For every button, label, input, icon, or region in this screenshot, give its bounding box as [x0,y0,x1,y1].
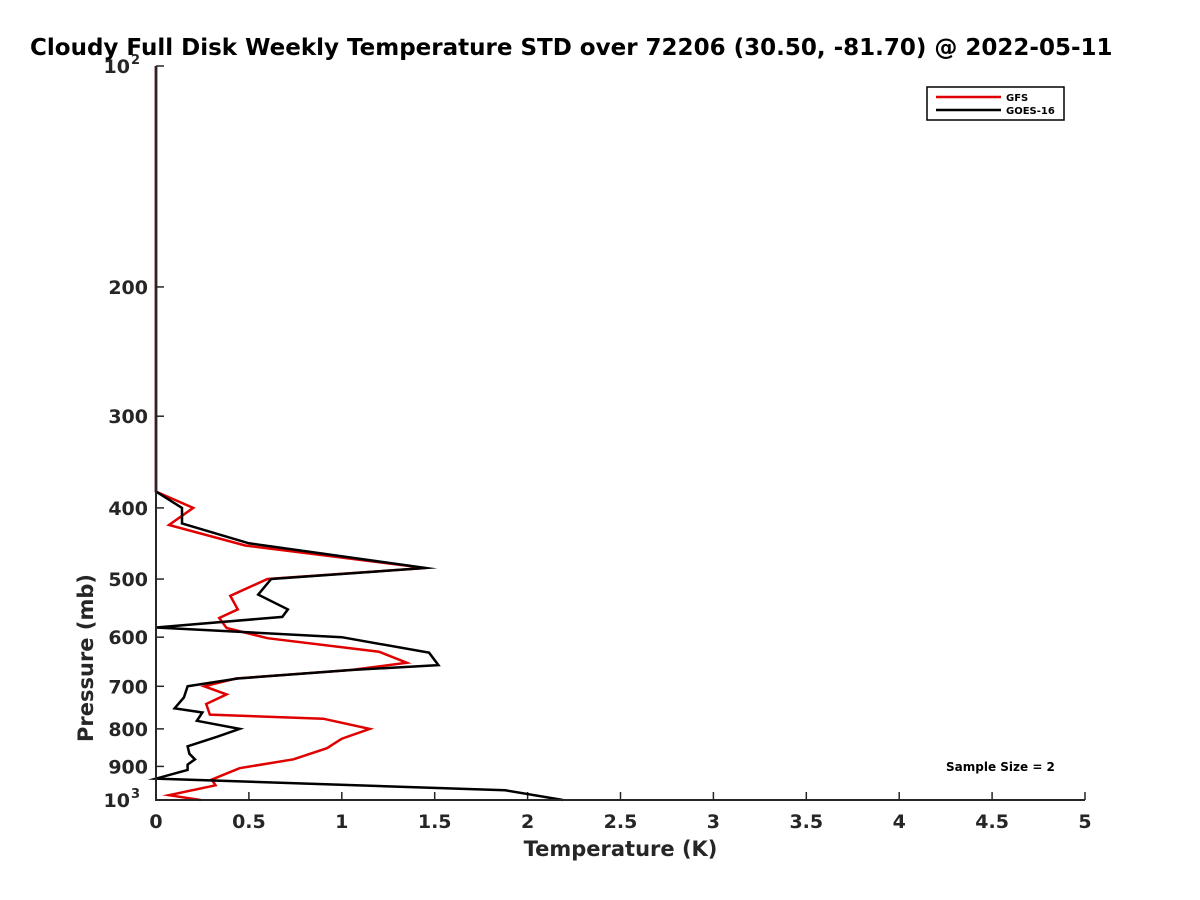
x-tick-label: 4 [893,811,906,833]
x-tick-label: 0 [149,811,162,833]
series-line-gfs [154,66,426,802]
y-tick-label-exponent: 2 [131,53,140,68]
y-tick-label: 500 [108,569,148,591]
x-tick-label: 1 [335,811,348,833]
x-tick-label: 3 [707,811,720,833]
y-tick-label: 900 [108,756,148,778]
sample-size-annotation: Sample Size = 2 [946,760,1055,774]
legend-label-gfs: GFS [1006,93,1028,104]
x-axis-label: Temperature (K) [524,837,718,861]
y-tick-label: 10 [104,56,130,78]
series-line-goes-16 [147,66,564,802]
y-axis-label: Pressure (mb) [74,574,98,742]
legend-label-goes-16: GOES-16 [1006,106,1055,117]
y-tick-label: 800 [108,719,148,741]
x-tick-label: 1.5 [418,811,452,833]
legend: GFS GOES-16 [926,86,1065,121]
y-tick-label-exponent: 3 [131,787,140,802]
chart-title: Cloudy Full Disk Weekly Temperature STD … [30,35,1113,61]
y-tick-label: 600 [108,627,148,649]
legend-box [926,86,1065,121]
x-tick-label: 2 [521,811,534,833]
y-tick-label: 700 [108,676,148,698]
x-tick-label: 4.5 [975,811,1009,833]
plot-lines [147,66,564,802]
x-tick-label: 0.5 [232,811,266,833]
y-tick-label: 300 [108,406,148,428]
x-tick-label: 2.5 [604,811,638,833]
x-axis-ticks: 0 0.5 1 1.5 2 2.5 3 3.5 4 4.5 5 [149,792,1092,833]
y-tick-label: 200 [108,277,148,299]
y-tick-label: 10 [104,790,130,812]
y-tick-label: 400 [108,498,148,520]
x-tick-label: 3.5 [789,811,823,833]
x-tick-label: 5 [1078,811,1091,833]
